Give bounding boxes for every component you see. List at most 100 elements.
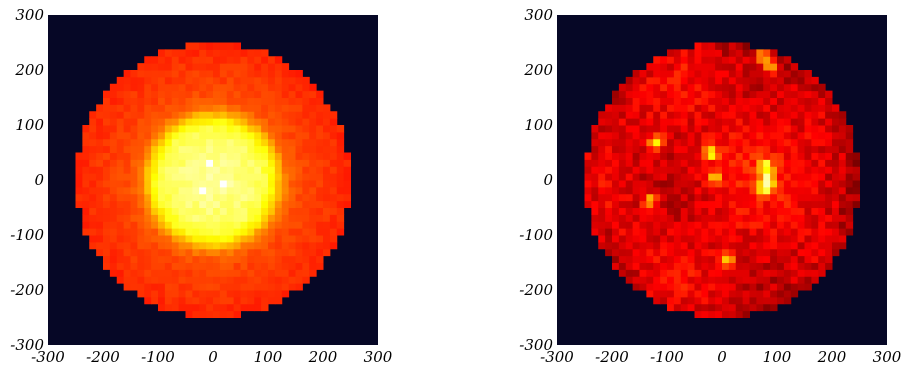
heatmap-cell bbox=[268, 262, 276, 270]
heatmap-cell bbox=[309, 214, 317, 222]
heatmap-cell bbox=[302, 221, 310, 229]
heatmap-cell bbox=[144, 180, 152, 188]
heatmap-cell bbox=[818, 118, 826, 126]
heatmap-cell bbox=[103, 207, 111, 215]
heatmap-cell bbox=[137, 97, 145, 105]
heatmap-cell bbox=[749, 173, 757, 181]
heatmap-cell bbox=[632, 200, 641, 209]
heatmap-cell bbox=[749, 303, 757, 312]
heatmap-cell bbox=[151, 207, 159, 215]
heatmap-cell bbox=[109, 269, 118, 277]
heatmap-cell bbox=[96, 159, 104, 167]
heatmap-cell bbox=[632, 111, 641, 119]
heatmap-cell bbox=[329, 166, 338, 174]
heatmap-cell bbox=[240, 228, 248, 236]
heatmap-cell bbox=[302, 159, 310, 167]
heatmap-cell bbox=[694, 104, 702, 112]
heatmap-cell bbox=[639, 83, 647, 92]
heatmap-cell bbox=[797, 255, 806, 264]
heatmap-cell bbox=[653, 200, 661, 209]
heatmap-cell bbox=[343, 180, 352, 188]
heatmap-cell bbox=[818, 104, 826, 112]
heatmap-cell bbox=[838, 138, 847, 147]
heatmap-cell bbox=[701, 248, 709, 257]
heatmap-cell bbox=[777, 221, 785, 229]
heatmap-cell bbox=[178, 255, 187, 264]
heatmap-cell bbox=[763, 186, 771, 195]
heatmap-cell bbox=[612, 166, 620, 174]
heatmap-cell bbox=[804, 97, 812, 105]
heatmap-cell bbox=[618, 145, 627, 154]
heatmap-cell bbox=[722, 42, 730, 50]
heatmap-cell bbox=[144, 104, 152, 112]
heatmap-cell bbox=[797, 207, 806, 215]
heatmap-cell bbox=[281, 221, 290, 229]
heatmap-cell bbox=[708, 228, 716, 236]
heatmap-cell bbox=[625, 255, 634, 264]
heatmap-cell bbox=[735, 152, 744, 160]
heatmap-cell bbox=[240, 145, 248, 154]
heatmap-cell bbox=[164, 159, 173, 167]
heatmap-cell bbox=[584, 200, 592, 209]
heatmap-cell bbox=[790, 276, 799, 284]
heatmap-cell bbox=[673, 186, 682, 195]
heatmap-cell bbox=[82, 159, 90, 167]
heatmap-cell bbox=[832, 173, 840, 181]
heatmap-cell bbox=[226, 255, 235, 264]
heatmap-cell bbox=[226, 180, 235, 188]
heatmap-cell bbox=[144, 200, 152, 209]
heatmap-cell bbox=[261, 193, 269, 202]
heatmap-cell bbox=[295, 241, 303, 250]
heatmap-cell bbox=[797, 138, 806, 147]
heatmap-cell bbox=[763, 111, 771, 119]
heatmap-cell bbox=[171, 76, 180, 85]
heatmap-cell bbox=[151, 166, 159, 174]
heatmap-cell bbox=[199, 42, 207, 50]
heatmap-cell bbox=[639, 283, 647, 291]
heatmap-cell bbox=[832, 104, 840, 112]
heatmap-cell bbox=[109, 83, 118, 92]
heatmap-cell bbox=[783, 56, 792, 64]
heatmap-cell bbox=[240, 76, 248, 85]
heatmap-cell bbox=[268, 180, 276, 188]
heatmap-cell bbox=[164, 255, 173, 264]
heatmap-cell bbox=[722, 235, 730, 243]
heatmap-cell bbox=[722, 283, 730, 291]
heatmap-cell bbox=[274, 90, 283, 99]
heatmap-cell bbox=[151, 111, 159, 119]
heatmap-cell bbox=[185, 186, 193, 195]
heatmap-cell bbox=[158, 235, 166, 243]
heatmap-cell bbox=[735, 49, 744, 57]
heatmap-cell bbox=[178, 262, 187, 270]
heatmap-cell bbox=[845, 186, 854, 195]
heatmap-cell bbox=[708, 90, 716, 99]
heatmap-cell bbox=[240, 166, 248, 174]
heatmap-cell bbox=[144, 111, 152, 119]
heatmap-cell bbox=[192, 310, 200, 319]
heatmap-cell bbox=[281, 145, 290, 154]
heatmap-cell bbox=[783, 125, 792, 133]
heatmap-cell bbox=[144, 255, 152, 264]
heatmap-cell bbox=[206, 159, 214, 167]
heatmap-cell bbox=[226, 296, 235, 305]
heatmap-cell bbox=[777, 255, 785, 264]
heatmap-cell bbox=[722, 97, 730, 105]
heatmap-cell bbox=[625, 166, 634, 174]
heatmap-cell bbox=[192, 104, 200, 112]
heatmap-cell bbox=[199, 180, 207, 188]
heatmap-cell bbox=[323, 193, 331, 202]
heatmap-cell bbox=[219, 145, 228, 154]
heatmap-cell bbox=[247, 303, 255, 312]
heatmap-cell bbox=[694, 310, 702, 319]
heatmap-cell bbox=[274, 138, 283, 147]
heatmap-cell bbox=[708, 269, 716, 277]
heatmap-cell bbox=[213, 125, 221, 133]
heatmap-cell bbox=[261, 111, 269, 119]
heatmap-cell bbox=[240, 200, 248, 209]
heatmap-cell bbox=[192, 303, 200, 312]
heatmap-cell bbox=[254, 152, 262, 160]
heatmap-cell bbox=[199, 131, 207, 140]
heatmap-cell bbox=[770, 296, 778, 305]
heatmap-cell bbox=[233, 138, 242, 147]
heatmap-cell bbox=[783, 241, 792, 250]
